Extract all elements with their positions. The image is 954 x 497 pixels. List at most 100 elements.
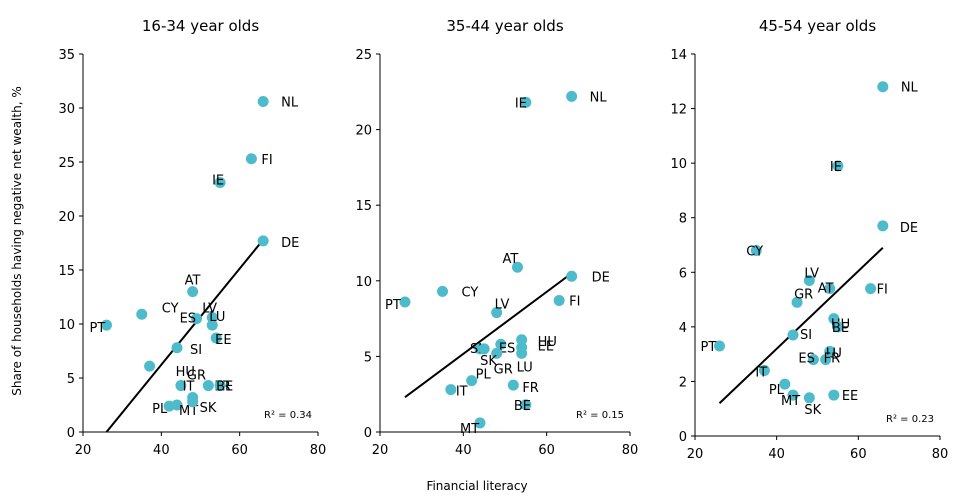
point-label: SK — [480, 354, 497, 369]
data-point — [507, 379, 519, 391]
point-label: PL — [152, 402, 168, 417]
point-label: AT — [185, 274, 201, 289]
data-point — [832, 160, 844, 172]
data-point — [807, 354, 819, 366]
chart-title: 16-34 year olds — [142, 17, 259, 35]
point-label: BE — [216, 380, 233, 395]
x-tick-label: 60 — [850, 447, 867, 462]
data-point — [750, 244, 762, 256]
point-label: SI — [190, 343, 202, 358]
point-label: DE — [900, 221, 918, 236]
data-point — [187, 286, 199, 298]
y-tick-label: 4 — [679, 321, 687, 336]
point-label: IT — [456, 385, 468, 400]
point-label: CY — [162, 301, 179, 316]
point-label: NL — [281, 96, 299, 111]
point-label: ES — [180, 312, 196, 327]
y-tick-label: 25 — [355, 48, 372, 63]
point-label: NL — [590, 90, 608, 105]
y-tick-label: 25 — [58, 156, 75, 171]
chart-title: 45-54 year olds — [759, 17, 876, 35]
data-point — [520, 96, 532, 108]
point-label: GR — [494, 362, 513, 377]
x-tick-label: 20 — [75, 443, 92, 458]
point-label: IT — [183, 379, 195, 394]
data-point — [171, 342, 183, 354]
point-label: SI — [800, 328, 812, 343]
y-tick-label: 20 — [58, 210, 75, 225]
point-label: IE — [830, 160, 842, 175]
point-label: SK — [804, 403, 821, 418]
point-label: HU — [538, 335, 557, 350]
y-tick-label: 6 — [679, 266, 687, 281]
point-label: SI — [470, 342, 482, 357]
point-label: CY — [746, 244, 763, 259]
data-point — [520, 399, 532, 411]
y-tick-label: 5 — [364, 350, 372, 365]
point-label: FI — [261, 153, 272, 168]
y-tick-label: 15 — [355, 199, 372, 214]
data-point — [175, 380, 187, 392]
y-tick-label: 10 — [355, 275, 372, 290]
data-point — [824, 345, 836, 357]
point-label: LV — [804, 266, 819, 281]
point-label: BE — [832, 321, 849, 336]
data-point — [214, 177, 226, 189]
x-tick-label: 20 — [372, 443, 389, 458]
point-label: BE — [514, 399, 531, 414]
chart-title: 35-44 year olds — [446, 17, 563, 35]
data-point — [791, 296, 803, 308]
point-label: FR — [824, 352, 841, 367]
x-tick-label: 80 — [310, 443, 327, 458]
point-label: HU — [176, 365, 195, 380]
r-squared-label: R² = 0.15 — [576, 410, 624, 421]
chart-panel-3: 45-54 year olds 0 2 4 6 8 10 12 14 20 40 60 80 NL IE DE… — [670, 17, 948, 462]
data-point — [512, 261, 523, 273]
trend-line — [718, 247, 884, 404]
data-point — [171, 399, 183, 411]
r-squared-label: R² = 0.34 — [264, 410, 312, 421]
data-point — [257, 235, 269, 247]
x-tick-label: 80 — [932, 447, 949, 462]
data-point — [779, 378, 791, 390]
data-point — [101, 319, 112, 331]
data-point — [803, 274, 815, 286]
data-point — [787, 329, 799, 341]
point-label: PL — [476, 368, 492, 383]
point-label: NL — [901, 81, 919, 96]
point-label: GR — [794, 287, 813, 302]
data-point — [566, 90, 578, 102]
data-point — [399, 296, 411, 308]
point-label: MT — [179, 404, 198, 419]
point-label: IT — [755, 366, 767, 381]
point-label: DE — [592, 270, 610, 285]
point-label: PT — [701, 340, 717, 355]
point-label: EE — [538, 339, 554, 354]
chart-panel-1: 16-34 year olds 0 5 10 15 20 25 30 35 20 40 60 80 NL F… — [58, 17, 326, 458]
data-point — [202, 380, 214, 392]
x-tick-label: 20 — [687, 447, 704, 462]
y-tick-label: 2 — [679, 375, 687, 390]
y-tick-label: 35 — [58, 48, 75, 63]
data-point — [865, 283, 877, 295]
point-label: LV — [202, 302, 217, 317]
data-point — [714, 340, 725, 352]
point-label: ES — [798, 352, 814, 367]
point-label: PL — [769, 383, 785, 398]
data-point — [553, 294, 565, 306]
point-label: AT — [503, 252, 519, 267]
point-label: IE — [515, 96, 527, 111]
r-squared-label: R² = 0.23 — [886, 414, 934, 425]
data-point — [787, 389, 799, 401]
data-point — [136, 308, 148, 320]
y-tick-label: 14 — [670, 48, 687, 63]
point-label: LV — [495, 298, 510, 313]
x-tick-label: 60 — [231, 443, 248, 458]
x-tick-label: 40 — [153, 443, 170, 458]
point-label: PT — [90, 321, 106, 336]
point-label: FI — [569, 294, 580, 309]
data-point — [445, 384, 457, 396]
chart-panel-2: 35-44 year olds 0 5 10 15 20 25 20 40 60 80 NL IE AT D… — [355, 17, 638, 458]
data-point — [758, 365, 770, 377]
point-label: FI — [877, 283, 888, 298]
